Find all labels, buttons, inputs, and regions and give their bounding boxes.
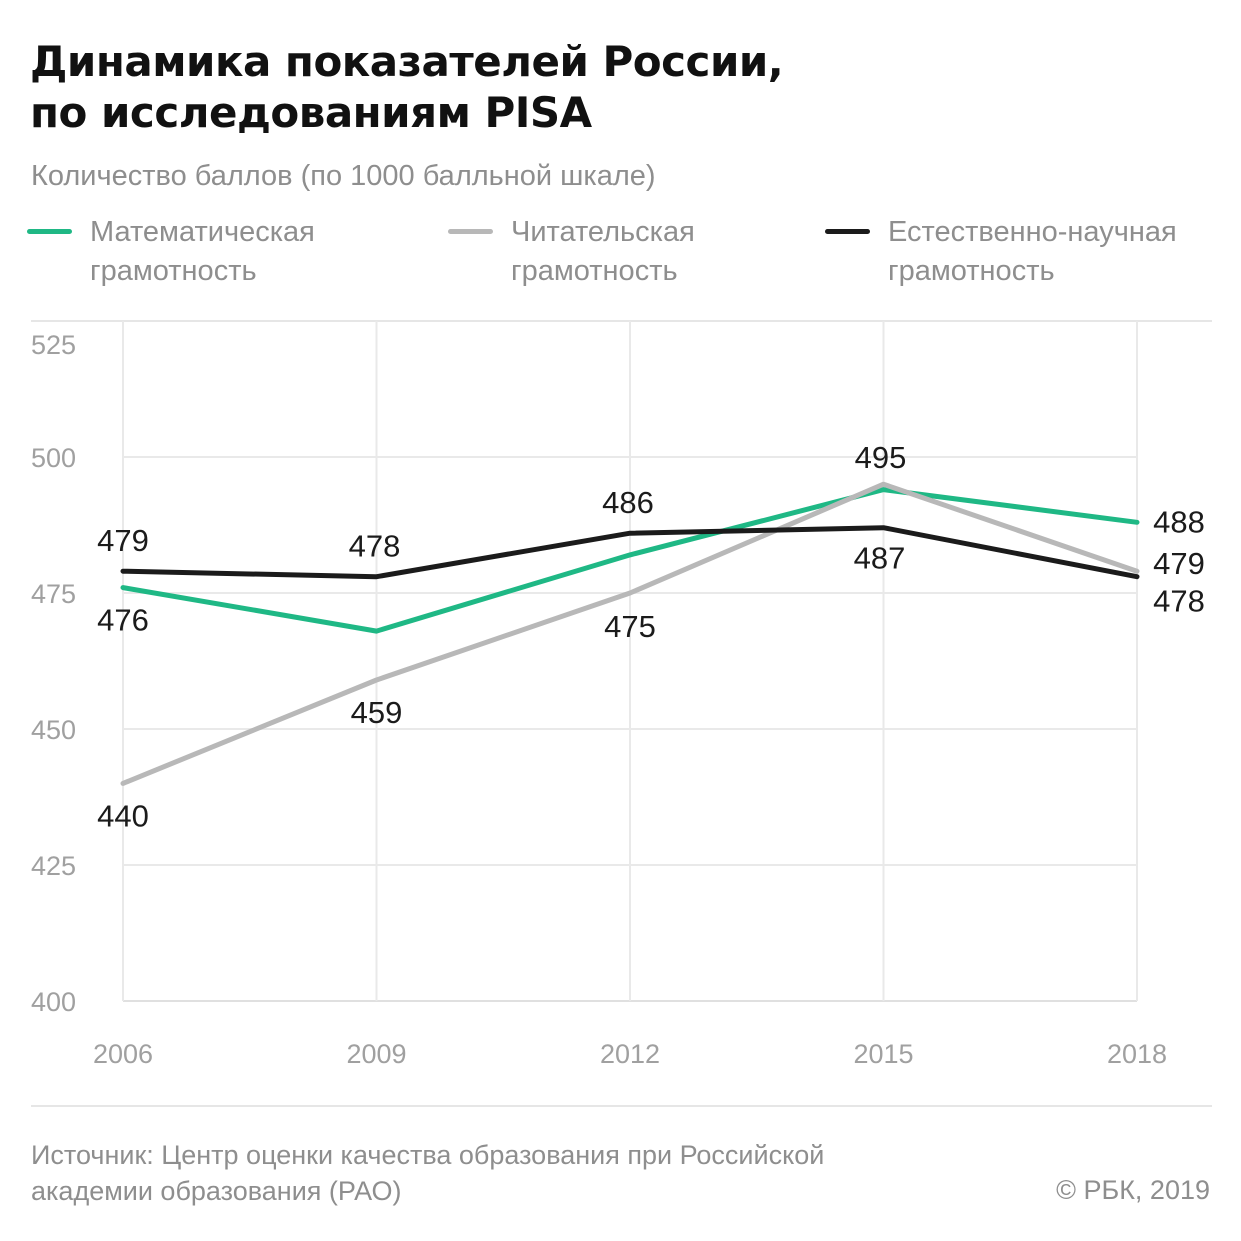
x-tick-label: 2015 [853,1039,913,1069]
data-label: 488 [1153,504,1205,539]
y-tick-label: 450 [31,715,76,745]
legend-label-math-line-2: грамотность [90,255,257,287]
legend-label-reading: Читательская грамотность [511,213,851,291]
data-label: 459 [351,695,403,730]
data-label: 495 [855,440,907,475]
y-tick-label: 500 [31,443,76,473]
legend-label-science-line-2: грамотность [888,255,1055,287]
x-tick-label: 2012 [600,1039,660,1069]
series-line-reading [120,481,1140,786]
y-tick-label: 425 [31,851,76,881]
legend-swatch-science [825,229,870,234]
x-tick-label: 2006 [93,1039,153,1069]
source-note-line-1: Источник: Центр оценки качества образова… [31,1140,825,1170]
data-label: 440 [97,798,149,833]
data-label: 476 [97,603,149,638]
legend-swatch-reading [448,229,493,234]
legend-label-math: Математическая грамотность [90,213,430,291]
series-line-math [120,487,1140,634]
data-label: 478 [1153,584,1205,619]
series-line-science [120,525,1140,580]
legend-label-science-line-1: Естественно-научная [888,216,1177,248]
chart-subtitle: Количество баллов (по 1000 балльной шкал… [31,160,656,192]
footer-divider [31,1105,1212,1107]
source-note-line-2: академии образования (РАО) [31,1176,402,1206]
data-label: 486 [602,485,654,520]
y-tick-label: 400 [31,987,76,1017]
copyright: © РБК, 2019 [1056,1175,1210,1205]
data-label: 478 [349,529,401,564]
legend-swatch-math [27,229,72,234]
data-label: 479 [97,523,149,558]
data-label: 487 [854,541,906,576]
y-tick-label: 525 [31,330,76,360]
chart-title: Динамика показателей России, по исследов… [30,36,1210,138]
legend-label-reading-line-2: грамотность [511,255,678,287]
chart-title-line-2: по исследованиям PISA [30,88,592,137]
y-tick-label: 475 [31,579,76,609]
legend-label-math-line-1: Математическая [90,216,315,248]
x-tick-label: 2018 [1107,1039,1167,1069]
chart-title-line-1: Динамика показателей России, [30,37,784,86]
source-note: Источник: Центр оценки качества образова… [31,1137,951,1209]
data-label: 479 [1153,546,1205,581]
legend-label-reading-line-1: Читательская [511,216,695,248]
x-tick-label: 2009 [346,1039,406,1069]
data-label: 475 [604,609,656,644]
legend-label-science: Естественно-научная грамотность [888,213,1228,291]
